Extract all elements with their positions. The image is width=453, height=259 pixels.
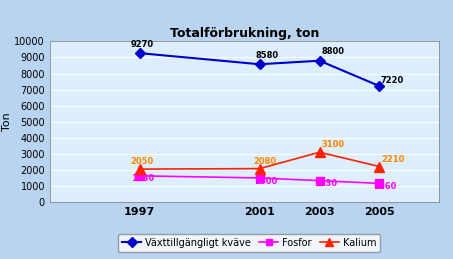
Kalium: [257, 167, 262, 170]
Line: Växttillgängligt kväve: Växttillgängligt kväve: [136, 50, 383, 90]
Text: 2080: 2080: [254, 157, 277, 166]
Text: 9270: 9270: [131, 40, 154, 49]
Fosfor: [257, 176, 262, 179]
Fosfor: [377, 182, 382, 185]
Text: 1330: 1330: [313, 179, 337, 188]
Kalium: [137, 168, 142, 171]
Legend: Växttillgängligt kväve, Fosfor, Kalium: Växttillgängligt kväve, Fosfor, Kalium: [118, 234, 380, 251]
Text: 2210: 2210: [381, 155, 405, 164]
Text: 1160: 1160: [373, 182, 397, 191]
Title: Totalförbrukning, ton: Totalförbrukning, ton: [170, 27, 319, 40]
Växttillgängligt kväve: [317, 59, 322, 62]
Kalium: [377, 165, 382, 168]
Text: 8800: 8800: [321, 47, 344, 56]
Text: 8580: 8580: [255, 51, 278, 60]
Text: 2050: 2050: [131, 157, 154, 166]
Line: Kalium: Kalium: [135, 147, 384, 174]
Kalium: [317, 151, 322, 154]
Växttillgängligt kväve: [137, 52, 142, 55]
Fosfor: [317, 179, 322, 182]
Line: Fosfor: Fosfor: [135, 172, 384, 188]
Text: 3100: 3100: [321, 140, 344, 149]
Text: 1630: 1630: [131, 175, 154, 183]
Växttillgängligt kväve: [257, 63, 262, 66]
Text: 7220: 7220: [381, 76, 404, 85]
Fosfor: [137, 174, 142, 177]
Y-axis label: Ton: Ton: [1, 112, 12, 131]
Växttillgängligt kväve: [377, 84, 382, 88]
Text: 1500: 1500: [254, 177, 277, 185]
